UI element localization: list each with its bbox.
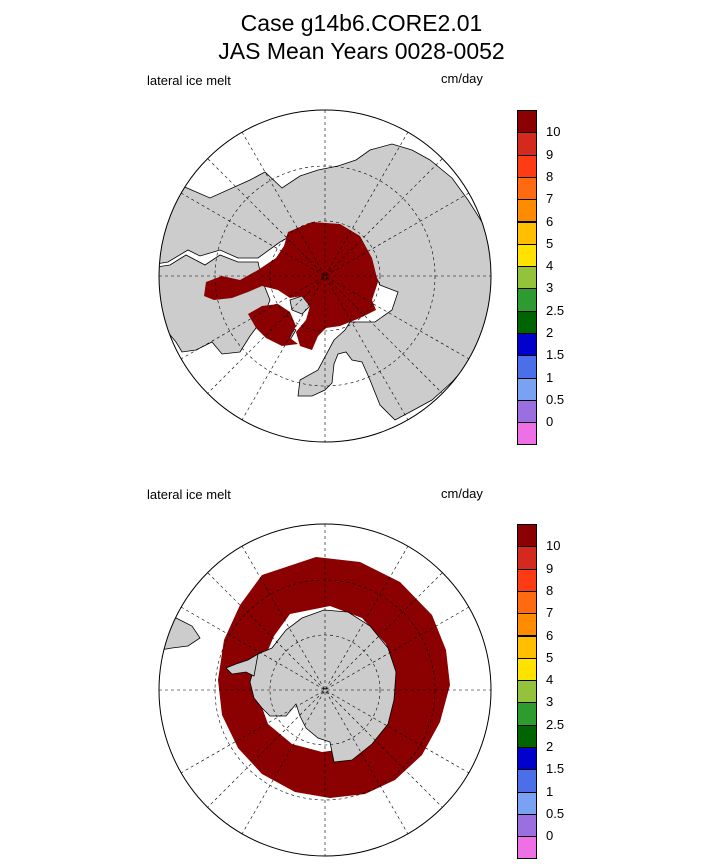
colorbar-swatch [517, 635, 537, 659]
colorbar-tick-label: 0.5 [546, 805, 565, 821]
colorbar-swatch [517, 288, 537, 312]
colorbar-swatch [517, 243, 537, 268]
colorbar-swatch [517, 310, 537, 334]
south-land-peninsula [225, 653, 259, 677]
colorbar-swatch [517, 813, 537, 838]
colorbar-tick-label: 0.5 [546, 391, 565, 407]
colorbar-swatch [517, 199, 537, 223]
north-polar-map [158, 109, 492, 443]
colorbar-tick-label: 5 [546, 649, 554, 665]
colorbar-tick-label: 0 [546, 414, 554, 430]
colorbar-tick-label: 5 [546, 235, 554, 251]
colorbar-swatch [517, 724, 537, 748]
colorbar-tick-label: 9 [546, 146, 554, 162]
colorbar-swatch [517, 110, 537, 134]
colorbar-tick-label: 6 [546, 627, 554, 643]
colorbar-swatch [517, 399, 537, 424]
colorbar-tick-label: 3 [546, 280, 554, 296]
colorbar-tick-label: 2 [546, 325, 554, 340]
north-map-border [158, 109, 492, 443]
colorbar-tick-label: 4 [546, 672, 554, 688]
north-graticule [159, 110, 491, 442]
colorbar-swatch [517, 747, 537, 771]
colorbar-tick-label: 10 [546, 538, 561, 554]
colorbar-tick-label: 2.5 [546, 302, 565, 318]
south-polar-map [158, 523, 492, 857]
colorbar-swatch [517, 769, 537, 793]
colorbar-swatch [517, 377, 537, 401]
title-line-1: Case g14b6.CORE2.01 [240, 10, 483, 36]
colorbar-tick-label: 1.5 [546, 347, 565, 363]
panel-label-south: lateral ice melt [147, 487, 231, 502]
panel-label-north: lateral ice melt [147, 73, 231, 88]
units-south: cm/day [441, 486, 483, 501]
colorbar-tick-label: 7 [546, 191, 554, 207]
colorbar-swatch [517, 836, 537, 860]
colorbar-tick-label: 1.5 [546, 761, 565, 777]
south-melt-ring [218, 557, 450, 798]
colorbar-tick-label: 4 [546, 258, 554, 274]
colorbar-swatch [517, 791, 537, 815]
colorbar-tick-label: 1 [546, 369, 554, 385]
colorbar-swatch [517, 546, 537, 570]
colorbar-swatch [517, 333, 537, 357]
title-line-2: JAS Mean Years 0028-0052 [218, 38, 505, 64]
colorbar-swatch [517, 266, 537, 290]
north-melt-arctic [204, 222, 378, 350]
colorbar-swatch [517, 568, 537, 592]
south-land-antarctica [249, 609, 397, 763]
north-melt-greenland-sea [248, 304, 298, 346]
colorbar-tick-label: 8 [546, 168, 554, 184]
south-map-border [158, 523, 492, 857]
north-land-svalbard [289, 295, 311, 315]
colorbar-swatch [517, 702, 537, 726]
colorbar-swatch [517, 590, 537, 615]
colorbar-tick-label: 8 [546, 582, 554, 598]
colorbar-tick-label: 7 [546, 605, 554, 621]
colorbar-tick-label: 9 [546, 560, 554, 576]
colorbar-tick-label: 3 [546, 694, 554, 710]
colorbar-swatch [517, 132, 537, 156]
colorbar-swatch [517, 680, 537, 704]
colorbar-tick-label: 1 [546, 783, 554, 799]
colorbar-tick-label: 2 [546, 739, 554, 754]
colorbar-swatch [517, 355, 537, 379]
colorbar-swatch [517, 154, 537, 178]
colorbar-swatch [517, 176, 537, 201]
colorbar-tick-label: 10 [546, 124, 561, 140]
colorbar-swatch [517, 221, 537, 245]
units-north: cm/day [441, 71, 483, 86]
south-graticule [159, 524, 491, 856]
colorbar-tick-label: 2.5 [546, 716, 565, 732]
colorbar-tick-label: 0 [546, 828, 554, 844]
colorbar-swatch [517, 613, 537, 637]
colorbar-swatch [517, 524, 537, 548]
colorbar-tick-label: 6 [546, 213, 554, 229]
colorbar-swatch [517, 422, 537, 446]
colorbar-swatch [517, 657, 537, 682]
